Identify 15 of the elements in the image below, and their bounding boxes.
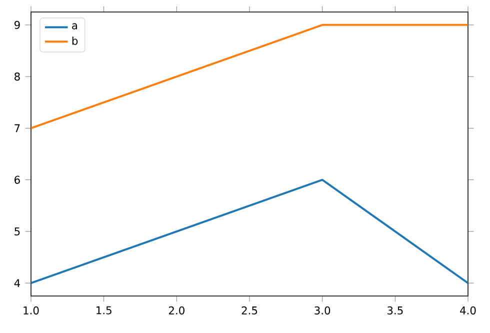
legend-label: a: [72, 23, 77, 30]
y-tick-label: 8: [14, 72, 20, 81]
x-tick-label: 1.5: [96, 306, 112, 314]
y-tick-label: 9: [14, 20, 20, 29]
x-tick-label: 2.0: [168, 306, 184, 314]
x-tick-label: 2.5: [242, 306, 258, 314]
x-tick-label: 4.0: [460, 306, 476, 314]
x-tick-label: 3.5: [388, 306, 403, 314]
x-tick-label: 1.0: [24, 306, 39, 314]
y-tick-label: 6: [14, 176, 20, 184]
y-tick-label: 4: [14, 279, 20, 287]
y-tick-label: 5: [14, 227, 20, 236]
x-tick-label: 3.0: [314, 306, 330, 314]
legend-label: b: [72, 36, 78, 45]
y-tick-label: 7: [14, 124, 20, 132]
